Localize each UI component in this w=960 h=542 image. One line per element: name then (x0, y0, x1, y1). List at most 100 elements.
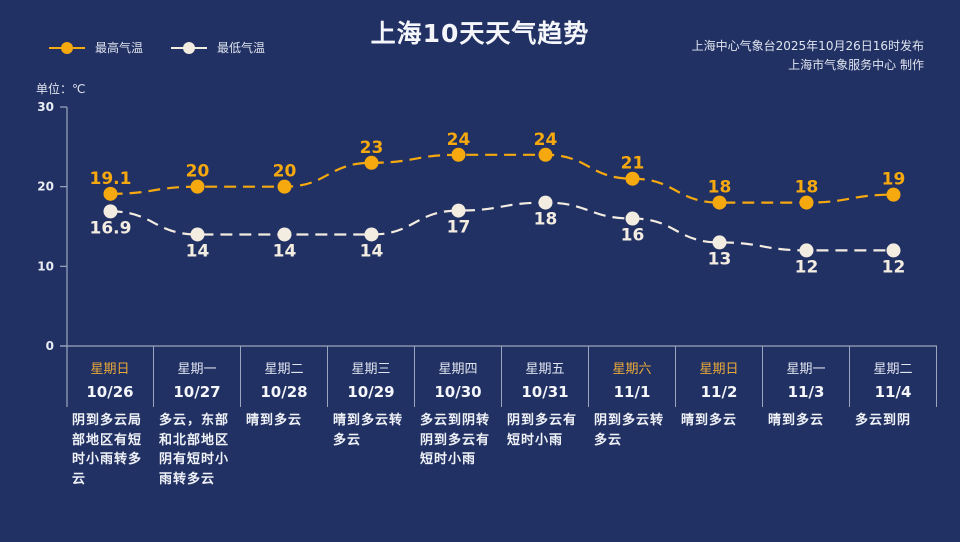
weekday-label: 星期五 (525, 362, 565, 377)
low-temp-label: 16 (621, 226, 645, 246)
weekday-label: 星期二 (264, 362, 304, 377)
day-cell: 星期日 10/26 (67, 346, 154, 407)
date-label: 10/30 (434, 383, 482, 401)
high-temp-label: 20 (273, 162, 297, 182)
day-cell: 星期三 10/29 (328, 346, 415, 407)
low-temp-point[interactable] (538, 195, 553, 210)
weekday-label: 星期日 (90, 362, 130, 377)
date-label: 10/27 (173, 383, 221, 401)
high-temp-label: 18 (795, 178, 819, 198)
y-tick-label: 0 (46, 339, 54, 353)
weekday-label: 星期四 (438, 362, 478, 377)
high-temp-label: 24 (534, 130, 558, 150)
weather-description: 晴到多云 (768, 413, 825, 428)
low-temp-label: 14 (186, 241, 210, 261)
high-temp-point[interactable] (538, 147, 553, 162)
high-temp-point[interactable] (190, 179, 205, 194)
date-label: 10/28 (260, 383, 308, 401)
y-tick-label: 20 (37, 180, 54, 194)
date-label: 10/26 (86, 383, 134, 401)
high-temp-label: 18 (708, 178, 732, 198)
date-label: 11/3 (787, 383, 825, 401)
date-label: 11/1 (613, 383, 651, 401)
day-cell: 星期二 10/28 (241, 346, 328, 407)
weather-description: 多云，东部和北部地区阴有短时小雨转多云 (159, 413, 230, 487)
legend-item-high[interactable]: 最高气温 (49, 39, 143, 56)
legend-item-low[interactable]: 最低气温 (171, 39, 265, 56)
chart-title: 上海10天天气趋势 (370, 19, 590, 48)
day-cell: 星期二 11/4 (850, 346, 937, 407)
high-temp-point[interactable] (451, 147, 466, 162)
high-temp-point[interactable] (886, 187, 901, 202)
weather-description: 多云到阴 (855, 413, 912, 428)
low-temp-point[interactable] (451, 203, 466, 218)
legend-label-low: 最低气温 (217, 41, 266, 55)
date-label: 10/29 (347, 383, 395, 401)
low-temp-label: 12 (882, 257, 906, 277)
date-label: 10/31 (521, 383, 569, 401)
low-temp-line (110, 201, 894, 252)
legend: 最高气温 最低气温 (49, 39, 293, 56)
day-cell: 星期六 11/1 (589, 346, 676, 407)
low-temp-label: 16.9 (90, 218, 132, 238)
high-temp-line (110, 153, 894, 204)
low-temp-swatch-icon (171, 41, 208, 54)
low-temp-point[interactable] (712, 235, 727, 250)
low-temp-point[interactable] (625, 211, 640, 226)
low-temp-point[interactable] (886, 243, 901, 258)
y-tick-label: 30 (37, 100, 54, 114)
high-temp-point[interactable] (277, 179, 292, 194)
low-temp-point[interactable] (799, 243, 814, 258)
day-cell: 星期四 10/30 (415, 346, 502, 407)
low-temp-point[interactable] (277, 227, 292, 242)
source-line-maker: 上海市气象服务中心 制作 (788, 58, 924, 72)
source-info: 上海中心气象台2025年10月26日16时发布 上海市气象服务中心 制作 (692, 37, 924, 75)
weekday-label: 星期一 (177, 362, 217, 377)
high-temp-point[interactable] (712, 195, 727, 210)
legend-label-high: 最高气温 (95, 41, 144, 55)
weather-description-row: 阴到多云局部地区有短时小雨转多云 多云，东部和北部地区阴有短时小雨转多云 晴到多云 晴… (67, 411, 937, 489)
low-temp-label: 17 (447, 218, 471, 238)
date-label: 11/2 (700, 383, 738, 401)
weekday-label: 星期一 (786, 362, 826, 377)
high-temp-label: 19 (882, 170, 906, 190)
low-temp-point[interactable] (103, 204, 118, 219)
weather-description: 晴到多云 (246, 413, 303, 428)
low-temp-label: 12 (795, 257, 819, 277)
low-temp-label: 13 (708, 249, 732, 269)
high-temp-label: 23 (360, 138, 384, 158)
source-line-publisher: 上海中心气象台2025年10月26日16时发布 (691, 39, 924, 53)
y-tick-label: 10 (37, 259, 54, 273)
low-temp-label: 18 (534, 210, 558, 230)
high-temp-label: 24 (447, 130, 471, 150)
weekday-label: 星期日 (699, 362, 739, 377)
weekday-label: 星期六 (612, 362, 652, 377)
high-temp-point[interactable] (625, 171, 640, 186)
high-temp-label: 19.1 (90, 169, 132, 189)
high-temp-point[interactable] (364, 155, 379, 170)
high-temp-label: 20 (186, 162, 210, 182)
low-temp-point[interactable] (364, 227, 379, 242)
weekday-label: 星期三 (351, 362, 391, 377)
low-temp-point[interactable] (190, 227, 205, 242)
weather-description: 晴到多云 (681, 413, 738, 428)
weather-description: 阴到多云有短时小雨 (507, 413, 578, 448)
high-temp-swatch-icon (49, 41, 85, 54)
weather-description: 多云到阴转阴到多云有短时小雨 (420, 413, 491, 467)
low-temp-label: 14 (360, 241, 384, 261)
weather-description: 阴到多云局部地区有短时小雨转多云 (72, 413, 143, 487)
weather-description: 晴到多云转多云 (333, 413, 404, 448)
high-temp-point[interactable] (103, 186, 118, 201)
day-cell: 星期一 10/27 (154, 346, 241, 407)
high-temp-label: 21 (621, 154, 645, 174)
date-label: 11/4 (874, 383, 912, 401)
low-temp-label: 14 (273, 241, 297, 261)
day-cell: 星期五 10/31 (502, 346, 589, 407)
day-header-row: 星期日 10/26 星期一 10/27 星期二 10/28 星期三 10/29 星期四 10/30… (67, 346, 937, 407)
weekday-label: 星期二 (873, 362, 913, 377)
weather-description: 阴到多云转多云 (594, 413, 665, 448)
high-temp-point[interactable] (799, 195, 814, 210)
day-cell: 星期一 11/3 (763, 346, 850, 407)
day-cell: 星期日 11/2 (676, 346, 763, 407)
